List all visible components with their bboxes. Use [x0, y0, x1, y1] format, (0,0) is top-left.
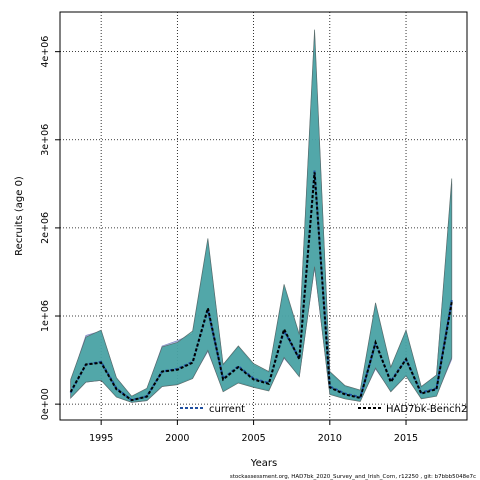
x-tick-label: 2010 [318, 433, 342, 444]
y-tick-label: 4e+06 [40, 36, 51, 68]
legend-bench-label: HAD7bk-Bench2 [386, 404, 467, 415]
y-tick-label: 2e+06 [40, 212, 51, 244]
x-tick-label: 2005 [241, 433, 265, 444]
plot-frame [59, 11, 468, 421]
legend: current HAD7bk-Bench2 [180, 404, 467, 415]
footer-credit: stockassessment.org, HAD7bk_2020_Survey_… [230, 474, 476, 480]
y-tick-label: 0e+00 [40, 388, 51, 420]
y-axis-title: Recruits (age 0) [14, 176, 25, 256]
bench-confidence-band [70, 29, 453, 403]
bench-line [69, 172, 453, 402]
x-tick-label: 2015 [394, 433, 418, 444]
axis-ticks: 1995 2000 2005 2010 2015 0e+00 1e+06 2e+06 3e+06… [40, 36, 418, 444]
y-tick-label: 1e+06 [40, 300, 51, 332]
series-lines [69, 170, 453, 402]
legend-current-label: current [209, 404, 245, 415]
confidence-bands [70, 29, 453, 403]
y-tick-label: 3e+06 [40, 124, 51, 156]
x-tick-label: 2000 [165, 433, 189, 444]
x-axis-title: Years [250, 458, 277, 469]
x-tick-label: 1995 [89, 433, 113, 444]
